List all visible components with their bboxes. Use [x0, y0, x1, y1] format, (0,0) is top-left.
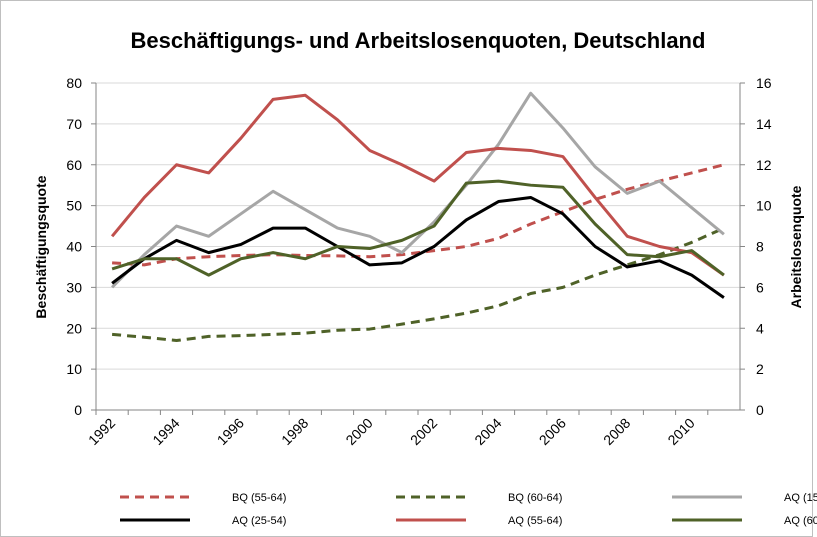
y2-tick-label: 10 — [756, 198, 772, 214]
y-tick-label: 30 — [66, 279, 82, 295]
series-line — [111, 226, 725, 343]
series-line — [110, 93, 725, 277]
y-tick-label: 50 — [66, 198, 82, 214]
y-tick-label: 0 — [74, 402, 82, 418]
y2-tick-label: 8 — [756, 239, 764, 255]
y-axis-title: Beschäftigungsquote — [33, 175, 49, 318]
series-line — [111, 195, 725, 299]
legend-text: AQ (25-54) — [232, 515, 286, 527]
chart-title: Beschäftigungs- und Arbeitslosenquoten, … — [131, 28, 706, 53]
y-tick-label: 40 — [66, 239, 82, 255]
y2-tick-label: 14 — [756, 116, 772, 132]
y2-tick-label: 12 — [756, 157, 772, 173]
series-line — [111, 179, 725, 277]
legend-text: AQ (55-64) — [508, 515, 562, 527]
y2-axis-title: Arbeitslosenquote — [788, 185, 804, 308]
series-line — [111, 91, 725, 289]
y-tick-label: 80 — [66, 75, 82, 91]
legend-text: AQ (15-24) — [784, 492, 817, 504]
y2-tick-label: 16 — [756, 75, 772, 91]
y2-tick-label: 4 — [756, 320, 764, 336]
y2-tick-label: 0 — [756, 402, 764, 418]
legend-text: AQ (60-64) — [784, 515, 817, 527]
y-tick-label: 60 — [66, 157, 82, 173]
legend-text: BQ (55-64) — [232, 492, 286, 504]
y-tick-label: 10 — [66, 361, 82, 377]
legend-text: BQ (60-64) — [508, 492, 562, 504]
y2-tick-label: 2 — [756, 361, 764, 377]
y-tick-label: 20 — [66, 320, 82, 336]
y2-tick-label: 6 — [756, 279, 764, 295]
series-line — [112, 163, 725, 267]
y-tick-label: 70 — [66, 116, 82, 132]
